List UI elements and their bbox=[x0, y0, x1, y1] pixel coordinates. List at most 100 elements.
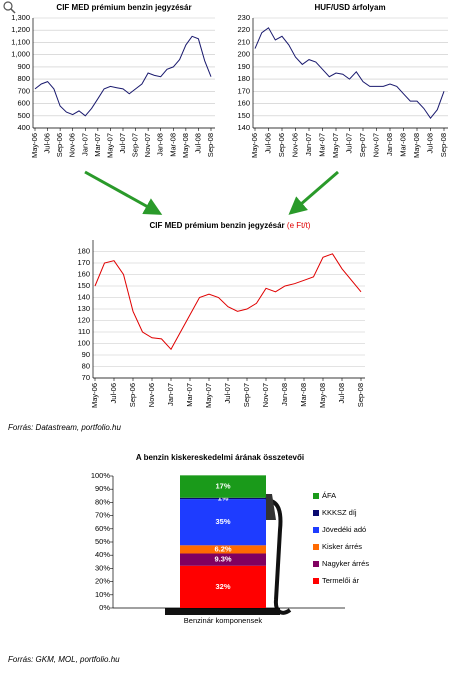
y-tick-label: 150 bbox=[237, 111, 250, 120]
x-tick-label: Mar-07 bbox=[93, 133, 102, 157]
value-label: 35% bbox=[215, 517, 230, 526]
chart-title-text: CIF MED prémium benzin jegyzésár bbox=[56, 3, 191, 12]
x-tick-label: May-06 bbox=[250, 133, 259, 158]
y-tick-label: 90% bbox=[95, 484, 110, 493]
x-tick-label: Sep-08 bbox=[356, 383, 365, 407]
x-tick-label: Jan-07 bbox=[166, 383, 175, 406]
y-tick-label: 900 bbox=[17, 62, 30, 71]
y-tick-label: 230 bbox=[237, 13, 250, 22]
x-tick-label: Mar-08 bbox=[398, 133, 407, 157]
x-tick-label: May-07 bbox=[105, 133, 114, 158]
y-tick-label: 1,100 bbox=[11, 37, 30, 46]
x-tick-label: Jul-08 bbox=[193, 133, 202, 153]
value-label: 9.3% bbox=[214, 555, 231, 564]
chart-title: CIF MED prémium benzin jegyzésár (e Ft/t… bbox=[150, 221, 311, 230]
legend-label: Termelői ár bbox=[322, 576, 360, 585]
source-note: Forrás: GKM, MOL, portfolio.hu bbox=[8, 655, 120, 664]
x-tick-label: Sep-06 bbox=[55, 133, 64, 157]
x-tick-label: Jan-07 bbox=[304, 133, 313, 156]
x-tick-label: Jul-07 bbox=[223, 383, 232, 403]
pump-nozzle bbox=[264, 494, 292, 615]
y-tick-label: 10% bbox=[95, 590, 110, 599]
y-tick-label: 100 bbox=[77, 338, 90, 347]
bar-segment bbox=[180, 553, 266, 566]
magnifier-icon bbox=[3, 1, 16, 14]
legend-label: ÁFA bbox=[322, 491, 336, 500]
y-tick-label: 600 bbox=[17, 99, 30, 108]
arrow bbox=[84, 170, 163, 215]
legend-label: KKKSZ díj bbox=[322, 508, 357, 517]
x-tick-label: Jul-07 bbox=[118, 133, 127, 153]
x-tick-label: Nov-07 bbox=[261, 383, 270, 407]
y-tick-label: 1,200 bbox=[11, 25, 30, 34]
y-tick-label: 0% bbox=[99, 603, 110, 612]
x-tick-label: May-07 bbox=[204, 383, 213, 408]
y-tick-label: 20% bbox=[95, 577, 110, 586]
x-tick-label: Sep-08 bbox=[206, 133, 215, 157]
x-tick-label: May-08 bbox=[412, 133, 421, 158]
legend-label: Jövedéki adó bbox=[322, 525, 366, 534]
legend-label: Kisker árrés bbox=[322, 542, 362, 551]
chart-title: HUF/USD árfolyam bbox=[314, 3, 385, 12]
legend-label: Nagyker árrés bbox=[322, 559, 369, 568]
y-tick-label: 130 bbox=[77, 304, 90, 313]
x-tick-label: Sep-06 bbox=[128, 383, 137, 407]
bar-segment bbox=[180, 565, 266, 608]
y-tick-label: 70 bbox=[82, 373, 90, 382]
y-tick-label: 40% bbox=[95, 550, 110, 559]
chart-title: CIF MED prémium benzin jegyzésár bbox=[56, 3, 191, 12]
y-tick-label: 140 bbox=[237, 123, 250, 132]
x-tick-label: Sep-08 bbox=[439, 133, 448, 157]
x-tick-label: Mar-07 bbox=[317, 133, 326, 157]
x-tick-label: Jan-07 bbox=[80, 133, 89, 156]
x-tick-label: Sep-07 bbox=[131, 133, 140, 157]
y-tick-label: 100% bbox=[91, 471, 111, 480]
chart-title: A benzin kiskereskedelmi árának összetev… bbox=[136, 453, 304, 462]
y-tick-label: 120 bbox=[77, 315, 90, 324]
y-tick-label: 60% bbox=[95, 524, 110, 533]
x-tick-label: May-08 bbox=[181, 133, 190, 158]
x-tick-label: Nov-06 bbox=[68, 133, 77, 157]
legend-swatch bbox=[313, 561, 319, 567]
chart-title-text: HUF/USD árfolyam bbox=[314, 3, 385, 12]
y-tick-label: 30% bbox=[95, 563, 110, 572]
x-tick-label: Jan-08 bbox=[280, 383, 289, 406]
y-tick-label: 190 bbox=[237, 62, 250, 71]
x-tick-label: Sep-07 bbox=[242, 383, 251, 407]
x-tick-label: Jan-08 bbox=[385, 133, 394, 156]
x-tick-label: Mar-07 bbox=[185, 383, 194, 407]
y-tick-label: 170 bbox=[77, 258, 90, 267]
chart-title-text: A benzin kiskereskedelmi árának összetev… bbox=[136, 453, 304, 462]
x-tick-label: May-06 bbox=[30, 133, 39, 158]
y-tick-label: 110 bbox=[78, 327, 90, 336]
y-tick-label: 220 bbox=[237, 25, 250, 34]
legend-swatch bbox=[313, 493, 319, 499]
legend-swatch bbox=[313, 578, 319, 584]
x-tick-label: Jul-06 bbox=[263, 133, 272, 153]
y-tick-label: 160 bbox=[237, 99, 250, 108]
x-tick-label: Nov-06 bbox=[290, 133, 299, 157]
chart-title-text: CIF MED prémium benzin jegyzésár bbox=[150, 221, 285, 230]
x-tick-label: Sep-06 bbox=[277, 133, 286, 157]
y-tick-label: 200 bbox=[237, 50, 250, 59]
x-tick-label: May-07 bbox=[331, 133, 340, 158]
y-tick-label: 180 bbox=[237, 74, 250, 83]
x-tick-label: Jul-07 bbox=[344, 133, 353, 153]
x-tick-label: Mar-08 bbox=[168, 133, 177, 157]
line-series bbox=[94, 253, 362, 351]
bar-segment bbox=[180, 497, 266, 500]
y-tick-label: 150 bbox=[77, 281, 90, 290]
legend-swatch bbox=[313, 527, 319, 533]
x-tick-label: May-06 bbox=[90, 383, 99, 408]
x-tick-label: Nov-07 bbox=[371, 133, 380, 157]
x-tick-label: Mar-08 bbox=[299, 383, 308, 407]
arrow bbox=[288, 170, 339, 215]
value-label: 32% bbox=[215, 582, 230, 591]
y-tick-label: 400 bbox=[17, 123, 30, 132]
y-tick-label: 800 bbox=[17, 74, 30, 83]
source-note: Forrás: Datastream, portfolio.hu bbox=[8, 423, 121, 432]
y-tick-label: 700 bbox=[17, 86, 30, 95]
x-tick-label: Nov-07 bbox=[143, 133, 152, 157]
line-series bbox=[254, 27, 445, 120]
value-label: 17% bbox=[215, 482, 230, 491]
